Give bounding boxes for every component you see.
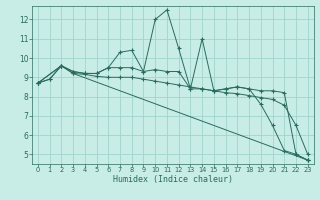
- X-axis label: Humidex (Indice chaleur): Humidex (Indice chaleur): [113, 175, 233, 184]
